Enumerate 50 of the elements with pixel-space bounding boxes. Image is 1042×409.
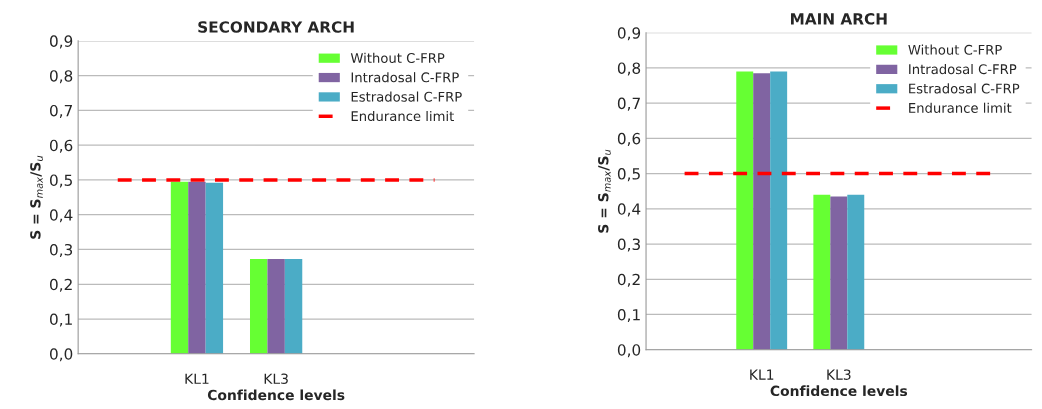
bar [770,71,788,350]
y-tick-label: 0,4 [50,209,73,223]
y-tick-label: 0,3 [50,243,73,258]
x-tick-label: KL1 [185,373,209,384]
bar [813,194,831,350]
x-tick-label: KL1 [750,369,774,380]
y-tick-label: 0,1 [50,313,72,327]
legend-label: Intradosal C-FRP [351,72,459,83]
y-tick-label: 0,4 [617,203,641,217]
y-axis-title: S = S$_{max}$/S$_{u}$ [598,149,611,233]
legend-label: Without C-FRP [908,44,1002,55]
y-tick-label: 0,5 [617,168,640,182]
bar [284,258,303,354]
y-tick-label: 0,5 [50,174,72,188]
legend-label: Endurance limit [909,102,1012,113]
x-tick-label: KL3 [264,373,288,384]
legend-label: Estradosal C-FRP [909,83,1020,94]
y-tick-label: 0,0 [50,348,73,362]
y-tick-label: 0,2 [617,273,640,287]
chart-title: SECONDARY ARCH [198,21,354,33]
y-tick-label: 0,0 [617,344,641,358]
y-tick-label: 0,6 [50,139,73,153]
y-tick-label: 0,8 [50,70,73,84]
y-tick-label: 0,9 [50,35,73,49]
bar [170,181,189,354]
legend-label: Without C-FRP [350,52,445,63]
legend-label: Intradosal C-FRP [909,63,1017,75]
y-tick-label: 0,6 [617,132,641,146]
legend-label: Endurance limit [351,110,454,122]
bar [205,182,224,354]
chart-title: MAIN ARCH [791,13,887,25]
bar [847,194,865,350]
y-tick-label: 0,2 [50,278,72,292]
bar [188,181,206,354]
bar [753,73,771,350]
x-tick-label: KL3 [827,369,851,380]
y-tick-label: 0,3 [617,238,640,252]
x-axis-title: Confidence levels [770,385,908,397]
y-tick-label: 0,7 [50,104,72,119]
y-tick-label: 0,9 [617,27,641,41]
bar [736,71,754,350]
x-axis-title: Confidence levels [207,389,345,401]
legend-label: Estradosal C-FRP [351,91,462,102]
y-axis-title: S = S$_{max}$/S$_{u}$ [30,155,43,239]
y-tick-label: 0,1 [617,308,640,323]
y-tick-label: 0,7 [617,97,640,111]
bar [830,196,848,350]
y-tick-label: 0,8 [617,62,641,76]
bar [250,258,268,354]
bar [267,258,285,354]
